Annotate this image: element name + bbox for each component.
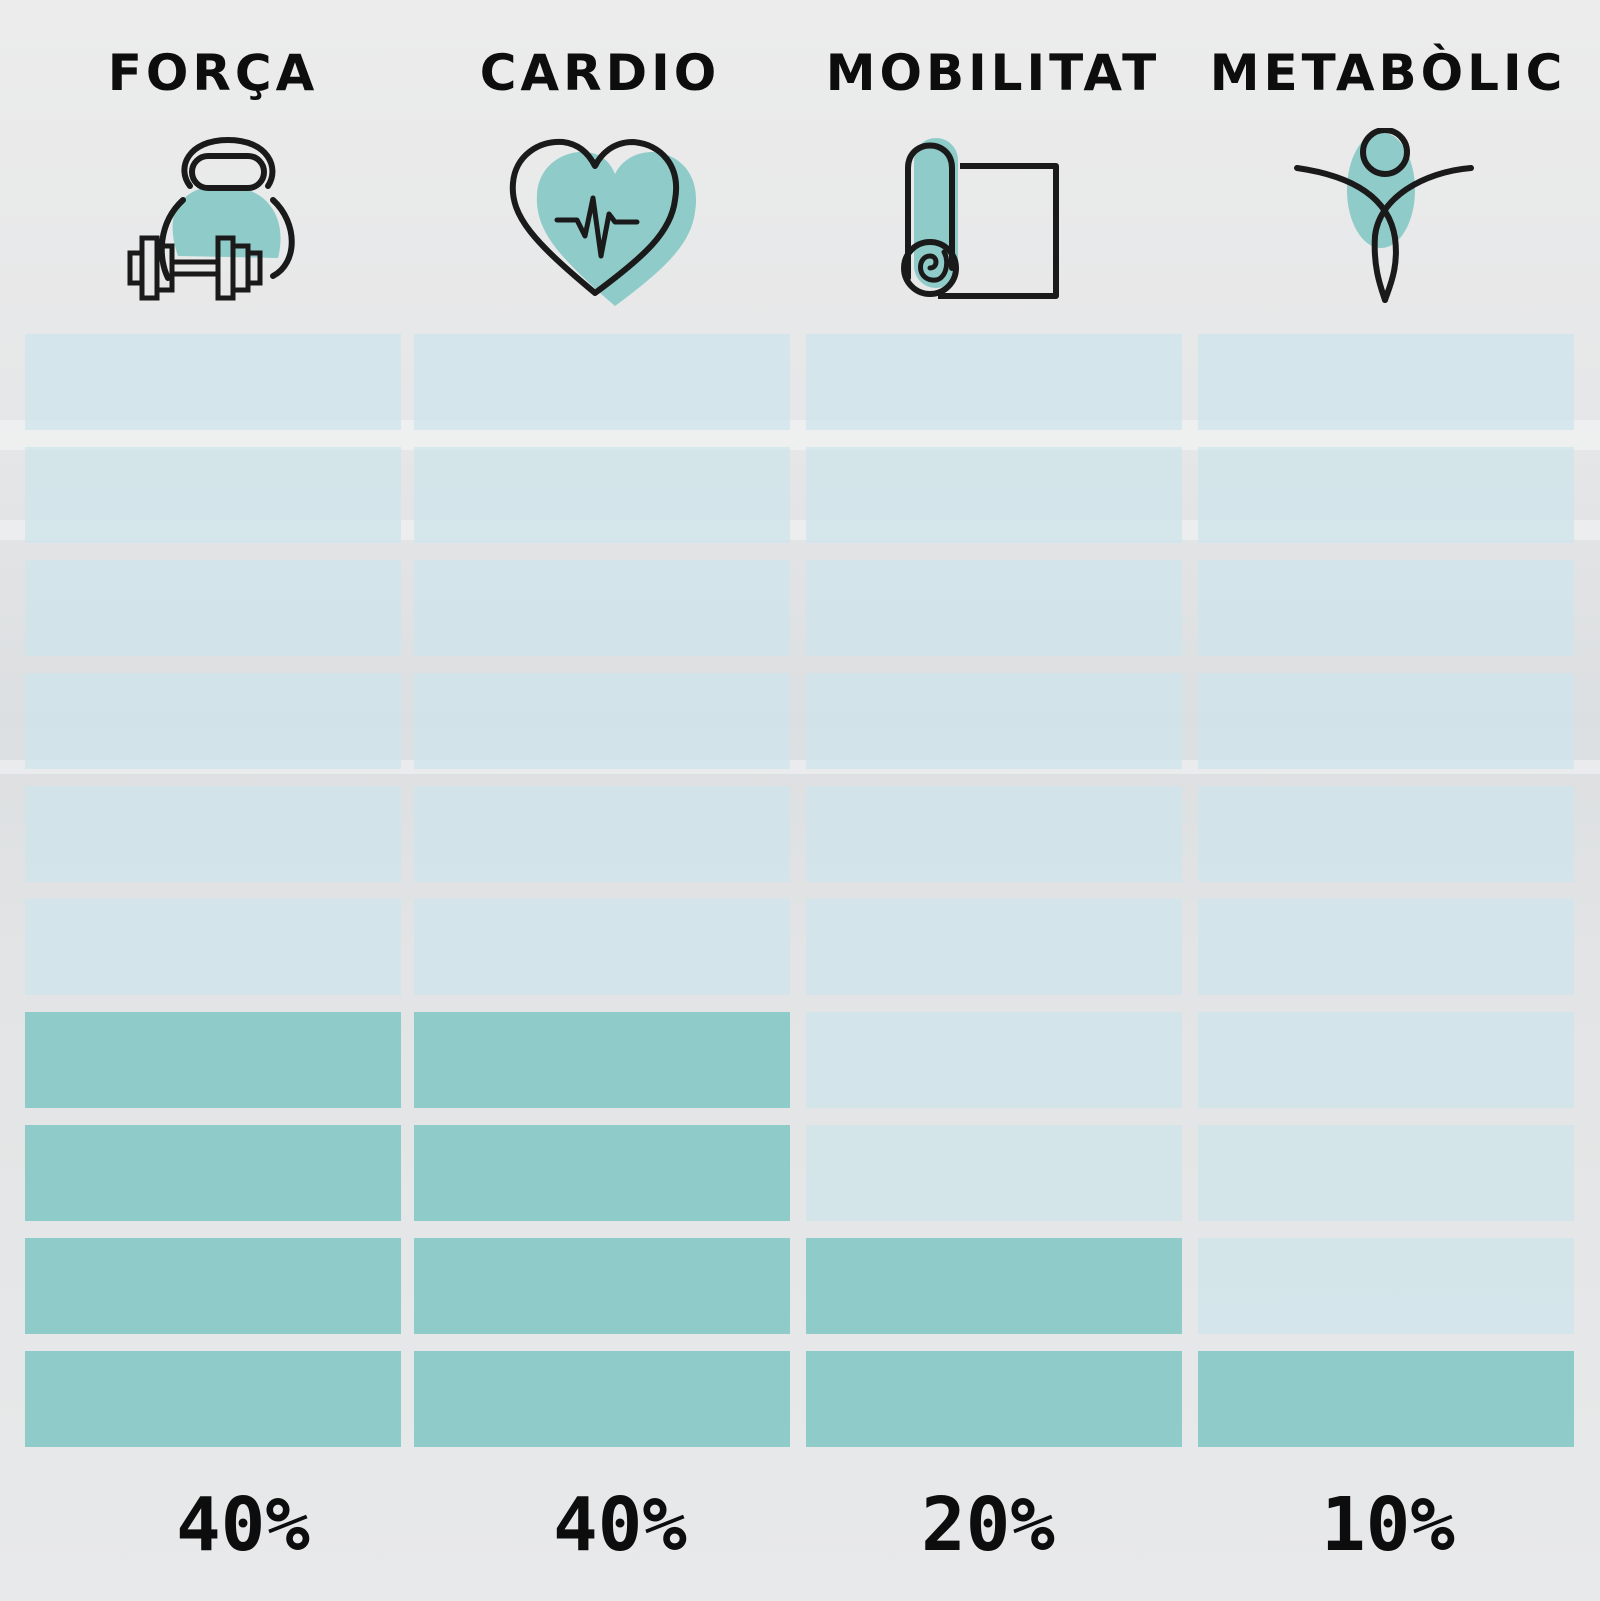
column-header-forca: FORÇA	[107, 44, 319, 102]
bar-segment-cardio-9-empty	[414, 447, 790, 543]
bar-segment-mobilitat-3-empty	[806, 1125, 1182, 1221]
bar-segment-forca-5-empty	[25, 899, 401, 995]
bar-segment-forca-8-empty	[25, 560, 401, 656]
column-header-mobilitat: MOBILITAT	[825, 44, 1161, 102]
bar-segment-cardio-5-empty	[414, 899, 790, 995]
bar-segment-forca-6-empty	[25, 786, 401, 882]
bar-segment-forca-9-empty	[25, 447, 401, 543]
bar-segment-metabolic-2-empty	[1198, 1238, 1574, 1334]
bar-segment-forca-4-filled	[25, 1012, 401, 1108]
bar-segment-forca-10-empty	[25, 334, 401, 430]
bar-segment-metabolic-3-empty	[1198, 1125, 1574, 1221]
bar-segment-metabolic-8-empty	[1198, 560, 1574, 656]
bar-segment-mobilitat-2-filled	[806, 1238, 1182, 1334]
column-header-metabolic: METABÒLIC	[1209, 44, 1567, 102]
bar-segment-mobilitat-5-empty	[806, 899, 1182, 995]
bar-segment-forca-7-empty	[25, 673, 401, 769]
value-label-forca: 40%	[176, 1482, 310, 1568]
column-header-cardio: CARDIO	[479, 44, 721, 102]
value-label-metabolic: 10%	[1321, 1482, 1455, 1568]
value-label-cardio: 40%	[553, 1482, 687, 1568]
heartbeat-icon	[505, 128, 705, 308]
kettlebell-dumbbell-icon	[118, 128, 318, 308]
bar-segment-mobilitat-6-empty	[806, 786, 1182, 882]
bar-segment-metabolic-9-empty	[1198, 447, 1574, 543]
bar-segment-mobilitat-9-empty	[806, 447, 1182, 543]
bar-segment-mobilitat-4-empty	[806, 1012, 1182, 1108]
bar-segment-metabolic-7-empty	[1198, 673, 1574, 769]
bar-segment-forca-1-filled	[25, 1351, 401, 1447]
bar-segment-cardio-4-filled	[414, 1012, 790, 1108]
bar-segment-cardio-10-empty	[414, 334, 790, 430]
bar-segment-cardio-1-filled	[414, 1351, 790, 1447]
bar-segment-cardio-8-empty	[414, 560, 790, 656]
bar-segment-metabolic-4-empty	[1198, 1012, 1574, 1108]
bar-segment-forca-3-filled	[25, 1125, 401, 1221]
bar-segment-cardio-2-filled	[414, 1238, 790, 1334]
bar-segment-mobilitat-7-empty	[806, 673, 1182, 769]
bar-segment-metabolic-1-filled	[1198, 1351, 1574, 1447]
bar-segment-metabolic-10-empty	[1198, 334, 1574, 430]
person-figure-icon	[1283, 128, 1483, 308]
bar-segment-mobilitat-8-empty	[806, 560, 1182, 656]
value-label-mobilitat: 20%	[921, 1482, 1055, 1568]
bar-segment-cardio-6-empty	[414, 786, 790, 882]
bar-segment-cardio-7-empty	[414, 673, 790, 769]
bar-segment-metabolic-5-empty	[1198, 899, 1574, 995]
bar-segment-forca-2-filled	[25, 1238, 401, 1334]
bar-segment-mobilitat-1-filled	[806, 1351, 1182, 1447]
yoga-mat-icon	[890, 128, 1090, 308]
bar-segment-cardio-3-filled	[414, 1125, 790, 1221]
bar-segment-metabolic-6-empty	[1198, 786, 1574, 882]
bar-segment-mobilitat-10-empty	[806, 334, 1182, 430]
